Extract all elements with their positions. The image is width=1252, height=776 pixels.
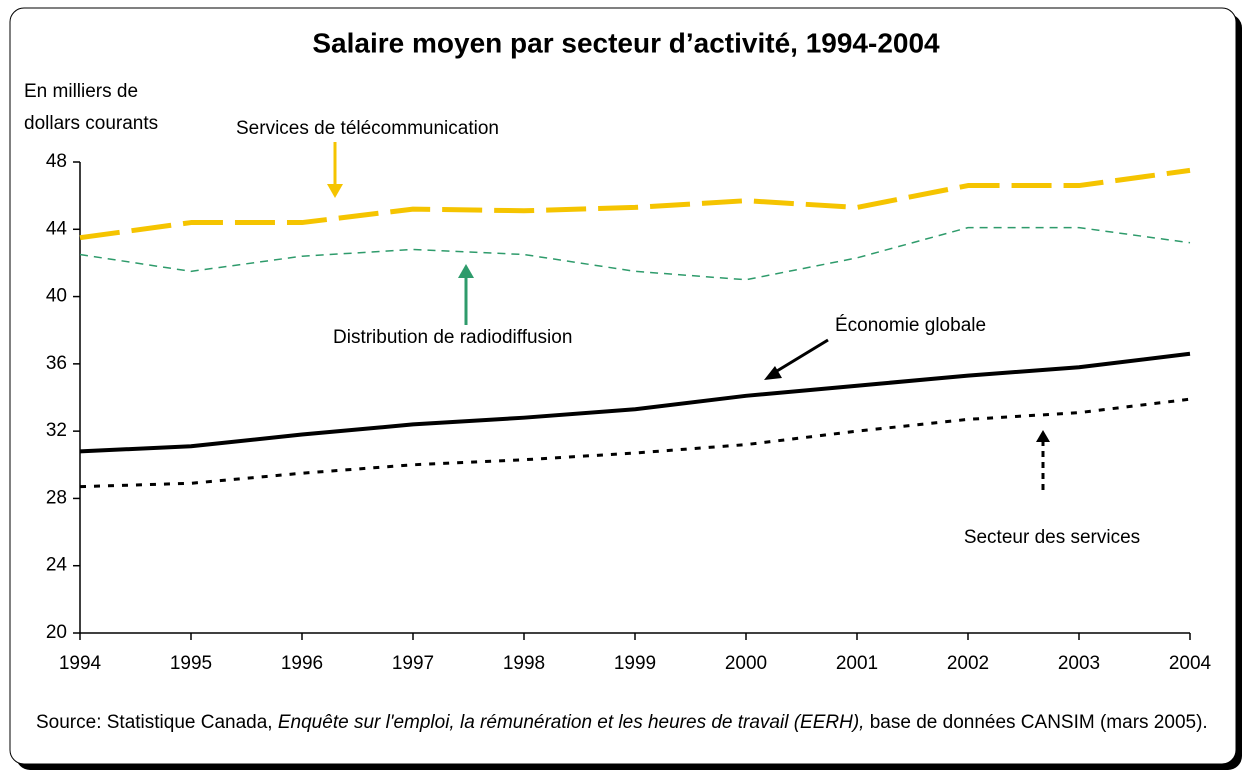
x-tick-label: 2004	[1169, 653, 1212, 674]
x-tick-label: 1994	[59, 653, 102, 674]
series-line	[79, 226, 1191, 281]
arrow-head	[458, 264, 474, 278]
series-label: Distribution de radiodiffusion	[333, 327, 572, 348]
arrow	[771, 338, 829, 376]
series-label: Services de télécommunication	[236, 118, 499, 139]
y-axis-label: dollars courants	[24, 113, 158, 134]
frame	[9, 7, 1237, 765]
x-tick-label: 1998	[503, 653, 545, 674]
y-axis-label: En milliers de	[24, 81, 138, 102]
y-tick-label: 20	[46, 622, 67, 643]
y-tick-label: 36	[46, 353, 67, 374]
x-tick-label: 2001	[836, 653, 878, 674]
source-text: Source: Statistique Canada,	[36, 712, 278, 733]
arrow-head	[1036, 430, 1050, 442]
x-tick-label: 2000	[725, 653, 767, 674]
arrow-head	[764, 366, 782, 380]
x-tick-label: 1995	[170, 653, 212, 674]
arrow-head	[327, 184, 343, 198]
series-label: Secteur des services	[964, 527, 1140, 548]
y-tick-label: 28	[46, 487, 67, 508]
y-tick-label: 24	[46, 555, 68, 576]
x-tick-label: 1997	[392, 653, 434, 674]
source-note: Source: Statistique Canada, Enquête sur …	[36, 708, 1236, 737]
x-tick-label: 1996	[281, 653, 323, 674]
series-line	[79, 397, 1191, 489]
series-label: Économie globale	[835, 315, 986, 336]
source-text: base de données CANSIM (mars 2005).	[864, 712, 1208, 733]
y-tick-label: 40	[46, 286, 67, 307]
chart-title: Salaire moyen par secteur d’activité, 19…	[312, 27, 940, 58]
x-tick-label: 2002	[947, 653, 989, 674]
y-tick-label: 44	[46, 218, 68, 239]
y-tick-label: 48	[46, 151, 67, 172]
series-line	[79, 167, 1191, 241]
y-tick-label: 32	[46, 420, 67, 441]
series-line	[79, 351, 1191, 454]
x-tick-label: 2003	[1058, 653, 1100, 674]
source-text: Enquête sur l'emploi, la rémunération et…	[277, 712, 865, 733]
x-tick-label: 1999	[614, 653, 656, 674]
